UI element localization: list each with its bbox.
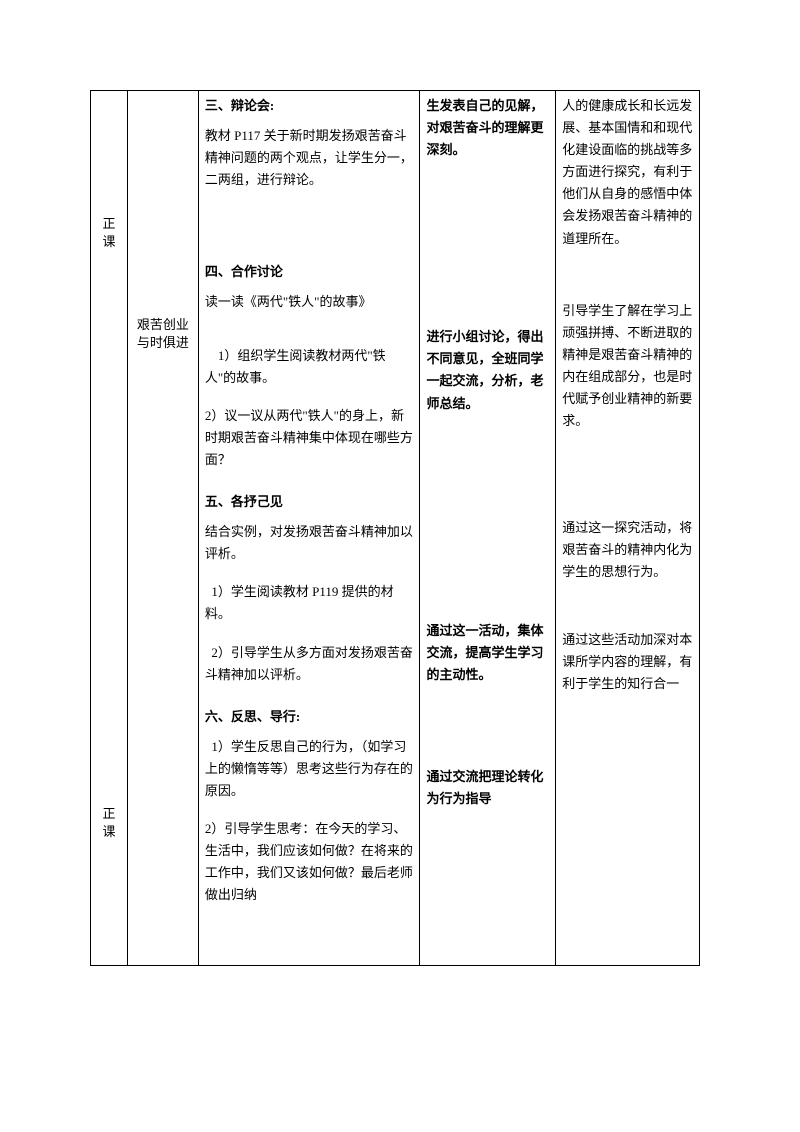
heading-reflection: 六、反思、导行:	[205, 706, 414, 728]
activity-text: 1）组织学生阅读教材两代"铁人"的故事。	[205, 345, 414, 389]
student-note: 通过交流把理论转化为行为指导	[426, 766, 549, 810]
activity-text: 1）学生反思自己的行为，（如学习上的懒惰等等）思考这些行为存在的原因。	[205, 736, 414, 802]
activity-text: 2）议一议从两代"铁人"的身上，新时期艰苦奋斗精神集中体现在哪些方面？	[205, 405, 414, 471]
heading-debate: 三、辩论会:	[205, 95, 414, 117]
lesson-type-bottom: 正课	[97, 805, 121, 841]
topic-text: 艰苦创业与时俱进	[134, 316, 192, 352]
activity-text: 2）引导学生从多方面对发扬艰苦奋斗精神加以评析。	[205, 642, 414, 686]
table-row: 正课 正课 艰苦创业与时俱进 三、辩论会: 教材 P117 关于新时期发扬艰苦奋…	[91, 91, 699, 965]
col-lesson-type: 正课 正课	[91, 91, 128, 965]
activity-text: 结合实例，对发扬艰苦奋斗精神加以评析。	[205, 521, 414, 565]
activity-text: 读一读《两代"铁人"的故事》	[205, 291, 414, 313]
purpose-note: 通过这一探究活动，将艰苦奋斗的精神内化为学生的思想行为。	[562, 517, 693, 583]
heading-discussion: 四、合作讨论	[205, 261, 414, 283]
col-activities: 三、辩论会: 教材 P117 关于新时期发扬艰苦奋斗精神问题的两个观点，让学生分…	[199, 91, 421, 965]
purpose-note: 人的健康成长和长远发展、基本国情和和现代化建设面临的挑战等多方面进行探究，有利于…	[562, 95, 693, 250]
col-purpose: 人的健康成长和长远发展、基本国情和和现代化建设面临的挑战等多方面进行探究，有利于…	[556, 91, 699, 965]
col-topic: 艰苦创业与时俱进	[128, 91, 199, 965]
activity-text: 教材 P117 关于新时期发扬艰苦奋斗精神问题的两个观点，让学生分一，二两组，进…	[205, 125, 414, 191]
col-student-activity: 生发表自己的见解，对艰苦奋斗的理解更深刻。 进行小组讨论，得出不同意见，全班同学…	[420, 91, 556, 965]
purpose-note: 引导学生了解在学习上顽强拼搏、不断进取的精神是艰苦奋斗精神的内在组成部分，也是时…	[562, 300, 693, 433]
student-note: 进行小组讨论，得出不同意见，全班同学一起交流，分析，老师总结。	[426, 326, 549, 414]
lesson-plan-table: 正课 正课 艰苦创业与时俱进 三、辩论会: 教材 P117 关于新时期发扬艰苦奋…	[90, 90, 700, 966]
student-note: 通过这一活动，集体交流，提高学生学习的主动性。	[426, 620, 549, 686]
student-note: 生发表自己的见解，对艰苦奋斗的理解更深刻。	[426, 95, 549, 161]
heading-opinions: 五、各抒己见	[205, 491, 414, 513]
activity-text: 1）学生阅读教材 P119 提供的材料。	[205, 581, 414, 625]
activity-text: 2）引导学生思考：在今天的学习、生活中，我们应该如何做？在将来的工作中，我们又该…	[205, 818, 414, 906]
purpose-note: 通过这些活动加深对本课所学内容的理解，有利于学生的知行合一	[562, 629, 693, 695]
lesson-type-top: 正课	[97, 215, 121, 251]
